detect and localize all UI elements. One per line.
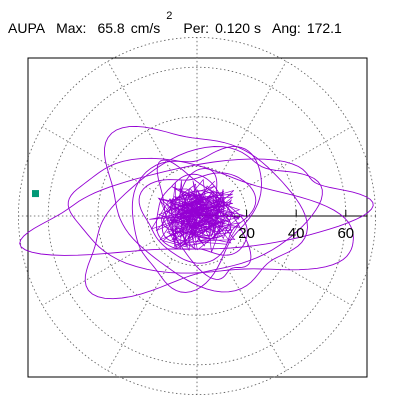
orbit-loop-3 [84,146,323,300]
radial-tick-label-1: 20 [238,225,255,242]
plot-frame [27,57,368,378]
peak-marker-group [32,190,39,198]
max-unit-exponent: 2 [166,10,173,22]
radial-tick-labels: 20 40 60 [238,225,354,242]
per-label: Per: [183,19,210,36]
per-value: 0.120 s [215,19,261,36]
orbit-core-trace [149,178,246,253]
orbit-trace [19,125,374,300]
ang-value: 172.1 [306,19,342,36]
grid-spoke-150 [42,126,155,192]
grid-spoke-30 [239,126,352,192]
grid-spoke-120 [107,61,173,174]
max-unit: cm/s [130,19,161,36]
peak-marker [32,190,39,198]
radial-tick-label-3: 60 [337,225,354,242]
grid-spoke-300 [221,258,287,371]
orbit-loop-1 [19,158,374,256]
orbit-loop-5 [131,146,262,293]
orbit-loop-7 [138,172,257,264]
orbit-loop-6 [156,159,252,280]
max-value: 65.8 [97,19,125,36]
max-label: Max: [56,19,87,36]
radial-tick-label-2: 40 [288,225,305,242]
grid-spoke-60 [221,61,287,174]
orbit-loop-4 [104,125,308,293]
ang-label: Ang: [272,19,301,36]
grid-spoke-330 [239,240,352,306]
grid-spoke-240 [107,258,173,371]
orbit-loop-2 [67,157,354,274]
header: AUPA Max: 65.8 cm/s 2 Per: 0.120 s Ang: 172.1 [8,10,342,38]
grid-spoke-210 [42,240,155,306]
station-code: AUPA [8,19,46,36]
